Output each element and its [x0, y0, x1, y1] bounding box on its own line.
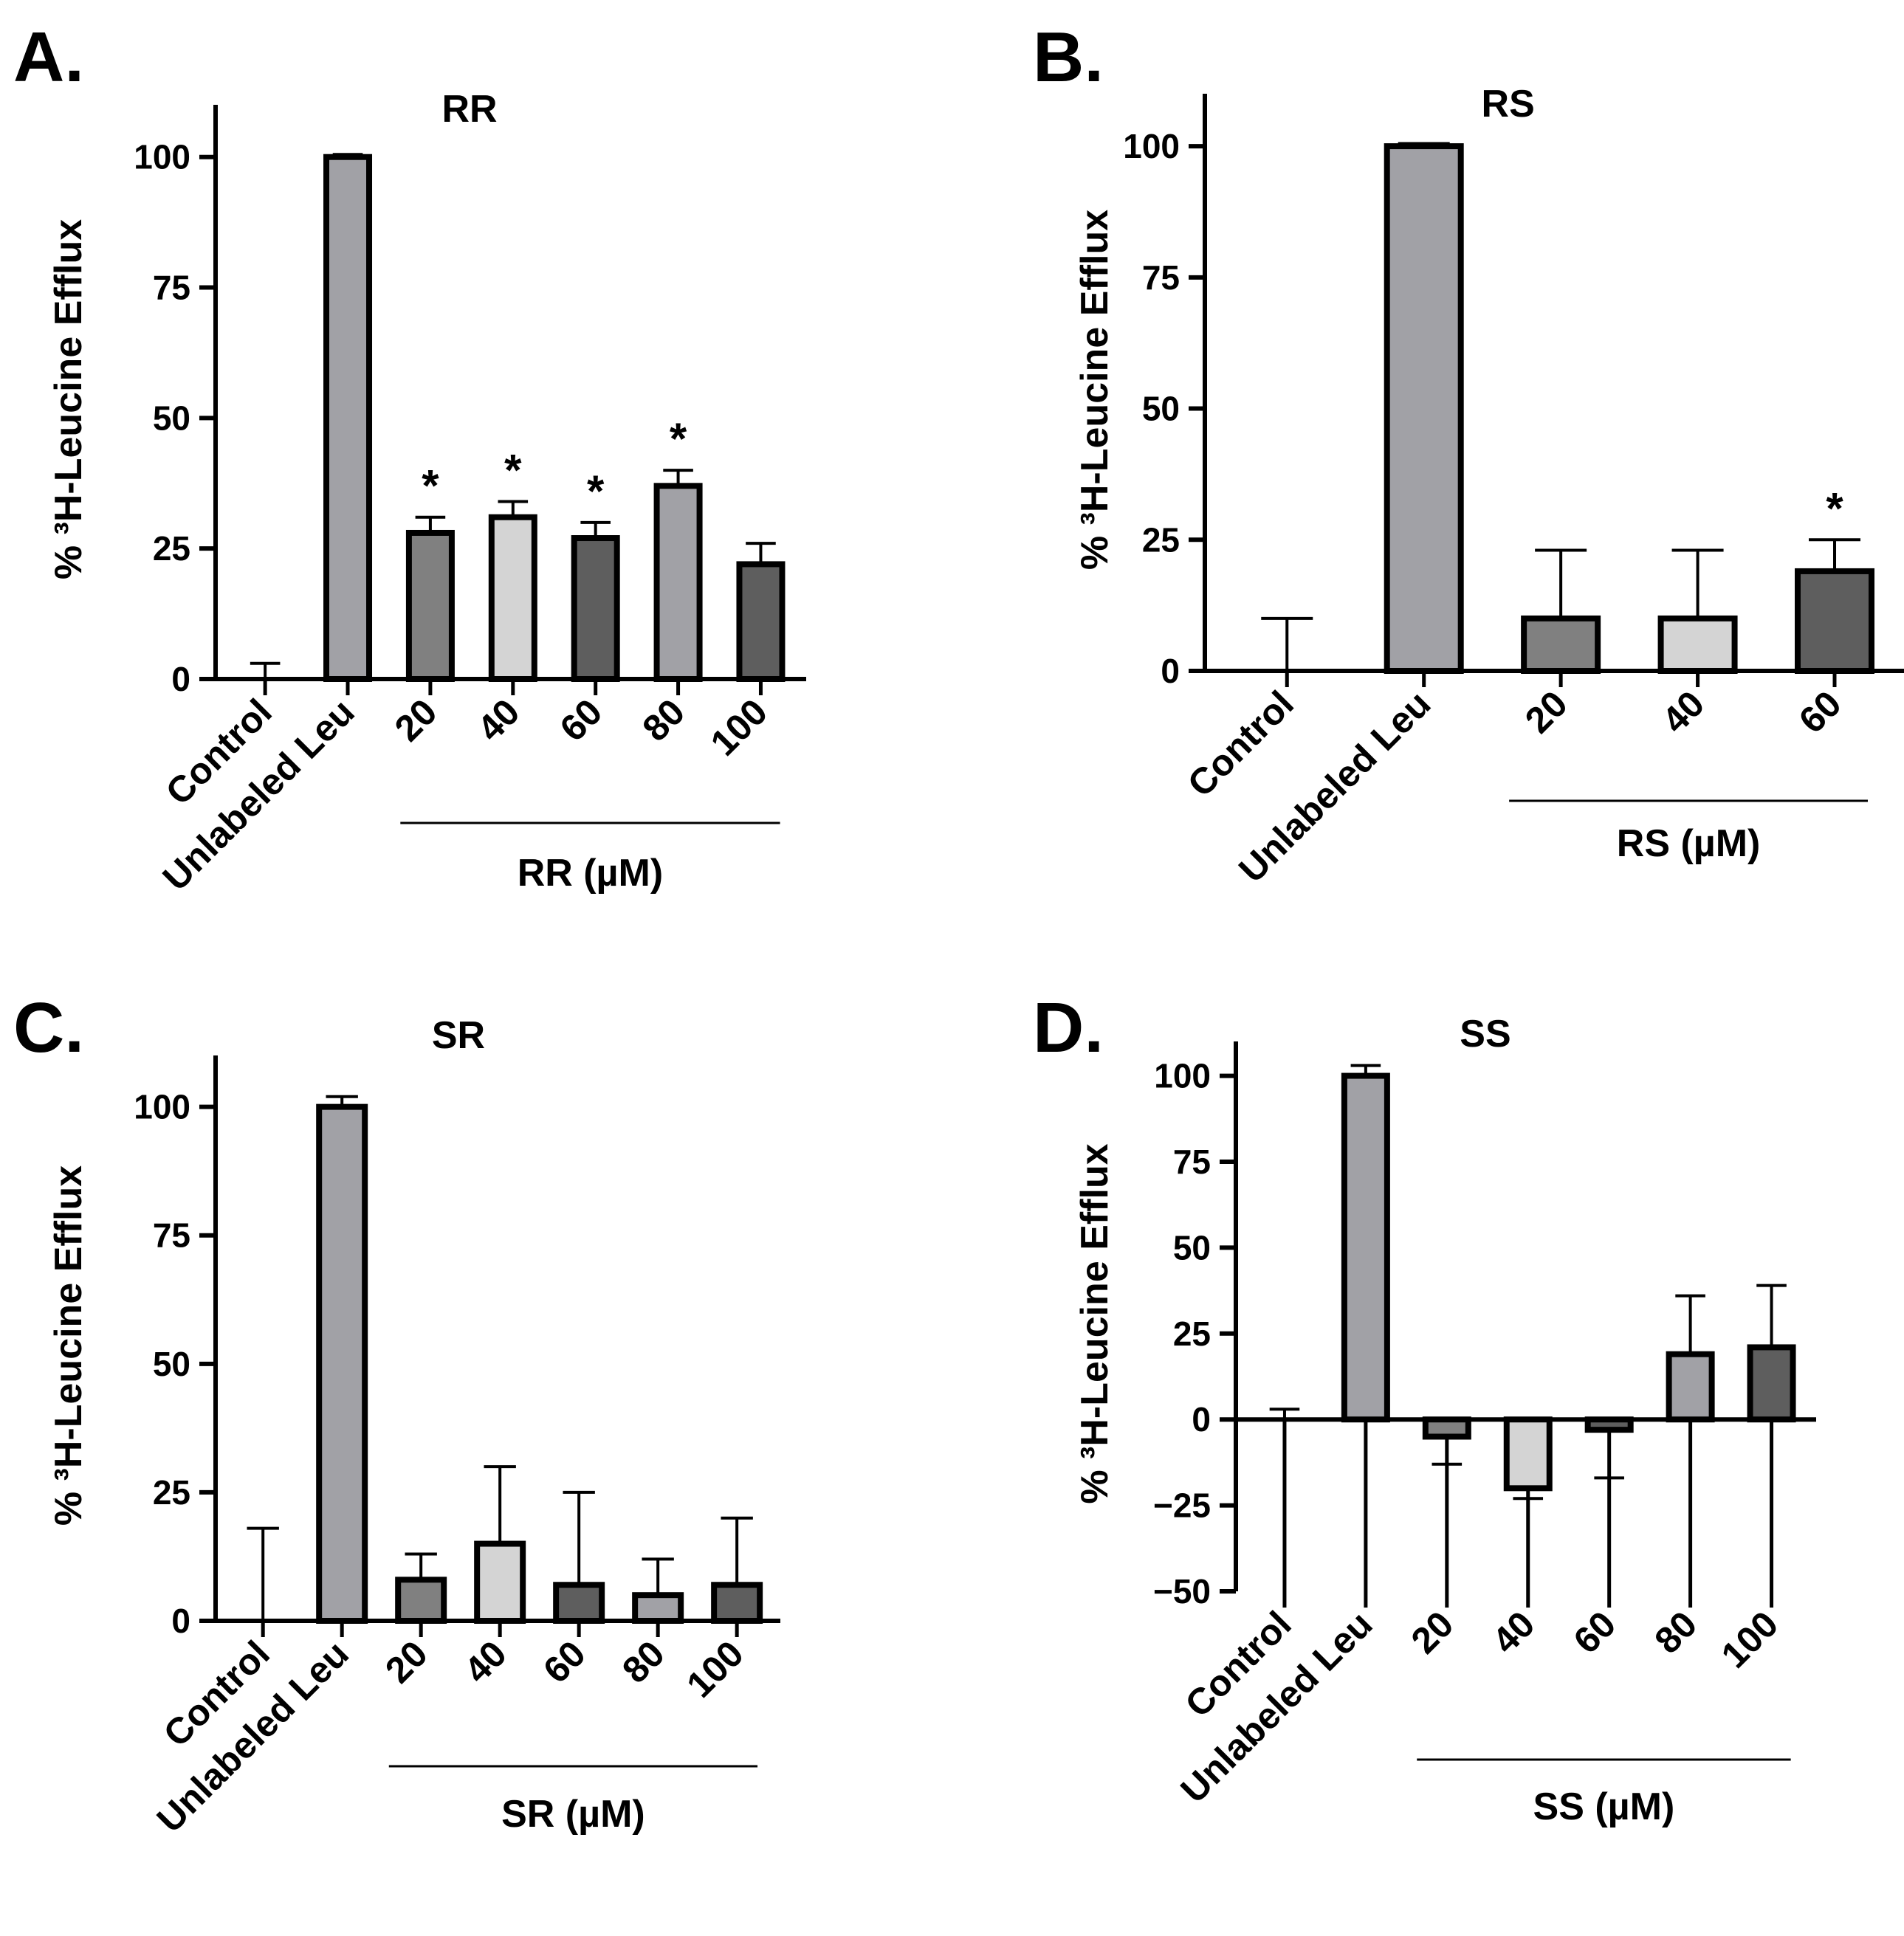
y-tick-label: 50	[1142, 390, 1180, 428]
y-tick-label: −25	[1153, 1487, 1211, 1525]
bar	[1341, 1072, 1390, 1423]
x-tick-label: 60	[1566, 1603, 1624, 1661]
significance-mark: *	[504, 446, 522, 495]
y-tick-label: −50	[1153, 1572, 1211, 1611]
bar	[653, 483, 703, 682]
bar	[571, 535, 620, 683]
y-tick-label: 0	[171, 1602, 190, 1640]
y-tick-label: 0	[171, 660, 190, 698]
x-tick-label: 100	[1714, 1603, 1787, 1676]
panel-letter: A.	[13, 18, 84, 97]
x-tick-label: 40	[456, 1633, 515, 1691]
significance-mark: *	[422, 461, 439, 511]
chart-title: SS	[1460, 1013, 1511, 1055]
x-tick-label: 100	[703, 691, 776, 764]
y-tick-label: 25	[153, 1473, 190, 1512]
x-tick-label: 80	[614, 1633, 673, 1691]
bar	[1384, 143, 1464, 675]
y-tick-label: 100	[134, 138, 190, 176]
x-tick-label: 20	[387, 691, 445, 749]
significance-mark: *	[1826, 483, 1843, 533]
bar	[395, 1577, 447, 1624]
bar	[1666, 1351, 1715, 1423]
y-tick-label: 100	[1154, 1057, 1211, 1095]
y-tick-label: 50	[153, 1345, 190, 1383]
chart-title: RS	[1482, 83, 1535, 125]
x-tick-label: Control	[1180, 683, 1302, 805]
bar	[488, 514, 537, 683]
x-tick-label: 60	[1791, 683, 1849, 741]
bar	[474, 1540, 526, 1625]
y-tick-label: 100	[1123, 127, 1180, 165]
significance-mark: *	[587, 466, 605, 516]
y-axis-title: % ³H-Leucine Efflux	[1073, 1143, 1116, 1503]
bar	[736, 561, 786, 683]
bar	[323, 154, 373, 682]
y-tick-label: 75	[153, 269, 190, 307]
bar	[405, 529, 455, 682]
y-tick-label: 0	[1161, 652, 1180, 690]
x-tick-label: 40	[1654, 683, 1712, 741]
bar	[1795, 568, 1875, 674]
x-tick-label: 20	[377, 1633, 436, 1691]
y-tick-label: 0	[1192, 1400, 1211, 1439]
y-axis-title: % ³H-Leucine Efflux	[47, 1165, 90, 1526]
panel-d-chart: D. SS % ³H-Leucine Efflux SS (µM) −50 −25…	[1033, 988, 1816, 1828]
bar	[553, 1582, 605, 1624]
y-tick-label: 25	[1142, 520, 1180, 559]
x-tick-label: 40	[1485, 1603, 1543, 1661]
y-axis-title: % ³H-Leucine Efflux	[1073, 210, 1116, 570]
panel-a-chart: A. RR % ³H-Leucine Efflux RR (µM) 0 25 50 7…	[13, 18, 806, 898]
y-tick-label: 75	[1142, 258, 1180, 297]
y-tick-label: 50	[1173, 1228, 1211, 1267]
x-tick-label: 20	[1517, 683, 1575, 741]
x-tick-label: 100	[678, 1633, 752, 1706]
y-tick-label: 75	[153, 1216, 190, 1255]
chart-title: RR	[441, 88, 497, 131]
x-tick-label: 20	[1403, 1603, 1462, 1661]
y-tick-label: 50	[153, 399, 190, 437]
bar	[316, 1103, 368, 1625]
bar	[1422, 1416, 1471, 1440]
y-tick-label: 75	[1173, 1143, 1211, 1181]
x-tick-label: 40	[470, 691, 528, 749]
group-label: RS (µM)	[1617, 822, 1761, 865]
x-tick-label: 80	[634, 691, 692, 749]
x-tick-label: 60	[552, 691, 611, 749]
bar	[632, 1592, 684, 1625]
chart-title: SR	[432, 1014, 485, 1057]
x-tick-label: 80	[1646, 1603, 1705, 1661]
y-tick-label: 100	[134, 1088, 190, 1126]
panel-letter: C.	[13, 988, 84, 1067]
bar	[1503, 1416, 1553, 1492]
bar	[1584, 1416, 1634, 1433]
bar	[1521, 615, 1601, 675]
panel-c-chart: C. SR % ³H-Leucine Efflux SR (µM) 0 25 50 7…	[13, 988, 780, 1840]
panel-b-chart: B. RS % ³H-Leucine Efflux RS (µM) 0 25 50 7…	[1033, 18, 1904, 890]
panel-letter: D.	[1033, 988, 1104, 1067]
y-axis-title: % ³H-Leucine Efflux	[47, 219, 90, 579]
y-tick-label: 25	[1173, 1315, 1211, 1353]
group-label: RR (µM)	[518, 852, 663, 895]
significance-mark: *	[670, 414, 687, 464]
panel-letter: B.	[1033, 18, 1104, 97]
group-label: SR (µM)	[501, 1793, 645, 1836]
x-tick-label: 60	[535, 1633, 594, 1691]
bar	[1657, 615, 1738, 675]
bar	[711, 1582, 763, 1624]
group-label: SS (µM)	[1533, 1785, 1675, 1828]
bar	[1747, 1344, 1796, 1423]
y-tick-label: 25	[153, 529, 190, 568]
